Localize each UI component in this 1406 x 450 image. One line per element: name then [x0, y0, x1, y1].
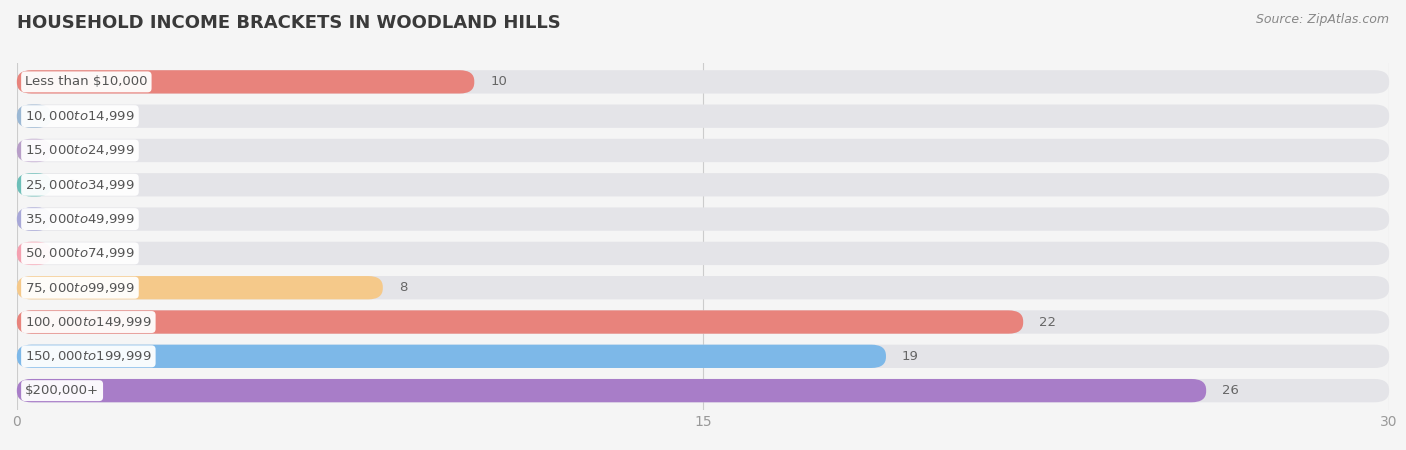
FancyBboxPatch shape: [17, 242, 51, 265]
Text: 0: 0: [67, 212, 76, 225]
Text: 26: 26: [1222, 384, 1239, 397]
FancyBboxPatch shape: [17, 104, 1389, 128]
Text: Source: ZipAtlas.com: Source: ZipAtlas.com: [1256, 14, 1389, 27]
Text: 10: 10: [491, 75, 508, 88]
FancyBboxPatch shape: [17, 276, 382, 299]
Text: 8: 8: [399, 281, 408, 294]
FancyBboxPatch shape: [17, 207, 1389, 231]
Text: $10,000 to $14,999: $10,000 to $14,999: [25, 109, 135, 123]
FancyBboxPatch shape: [17, 379, 1389, 402]
FancyBboxPatch shape: [17, 345, 1389, 368]
FancyBboxPatch shape: [17, 173, 1389, 197]
FancyBboxPatch shape: [17, 173, 51, 197]
Text: $35,000 to $49,999: $35,000 to $49,999: [25, 212, 135, 226]
Text: $15,000 to $24,999: $15,000 to $24,999: [25, 144, 135, 158]
FancyBboxPatch shape: [17, 104, 51, 128]
Text: $50,000 to $74,999: $50,000 to $74,999: [25, 247, 135, 261]
Text: 0: 0: [67, 144, 76, 157]
FancyBboxPatch shape: [17, 379, 1206, 402]
FancyBboxPatch shape: [17, 310, 1024, 334]
Text: 0: 0: [67, 247, 76, 260]
Text: HOUSEHOLD INCOME BRACKETS IN WOODLAND HILLS: HOUSEHOLD INCOME BRACKETS IN WOODLAND HI…: [17, 14, 561, 32]
FancyBboxPatch shape: [17, 70, 1389, 94]
FancyBboxPatch shape: [17, 276, 1389, 299]
FancyBboxPatch shape: [17, 310, 1389, 334]
FancyBboxPatch shape: [17, 139, 1389, 162]
FancyBboxPatch shape: [17, 139, 51, 162]
Text: 0: 0: [67, 178, 76, 191]
Text: Less than $10,000: Less than $10,000: [25, 75, 148, 88]
Text: 22: 22: [1039, 315, 1056, 328]
FancyBboxPatch shape: [17, 242, 1389, 265]
FancyBboxPatch shape: [17, 207, 51, 231]
Text: $200,000+: $200,000+: [25, 384, 98, 397]
Text: $150,000 to $199,999: $150,000 to $199,999: [25, 349, 152, 363]
Text: 0: 0: [67, 110, 76, 123]
Text: $75,000 to $99,999: $75,000 to $99,999: [25, 281, 135, 295]
Text: 19: 19: [903, 350, 920, 363]
FancyBboxPatch shape: [17, 70, 474, 94]
Text: $25,000 to $34,999: $25,000 to $34,999: [25, 178, 135, 192]
Text: $100,000 to $149,999: $100,000 to $149,999: [25, 315, 152, 329]
FancyBboxPatch shape: [17, 345, 886, 368]
